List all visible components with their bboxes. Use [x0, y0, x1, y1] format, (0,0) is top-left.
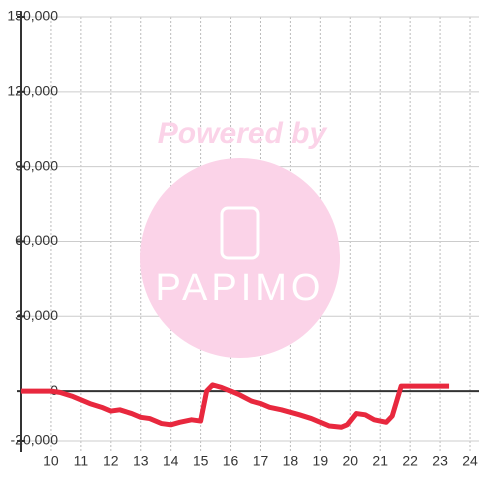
watermark-text: Powered by	[158, 117, 328, 150]
x-tick-label: 13	[133, 453, 149, 469]
x-tick-label: 21	[372, 453, 388, 469]
x-tick-label: 23	[432, 453, 448, 469]
x-tick-label: 22	[402, 453, 418, 469]
x-tick-label: 12	[103, 453, 119, 469]
x-tick-label: 19	[313, 453, 329, 469]
watermark-icon	[220, 206, 260, 260]
watermark-logo: PAPIMO	[156, 267, 325, 309]
watermark: Powered by PAPIMO	[140, 117, 340, 358]
y-tick-label: 150,000	[7, 8, 58, 24]
y-tick-label: -20,000	[11, 432, 59, 448]
x-tick-label: 16	[223, 453, 239, 469]
x-tick-label: 18	[283, 453, 299, 469]
x-tick-label: 10	[43, 453, 59, 469]
y-tick-label: 120,000	[7, 83, 58, 99]
x-tick-label: 15	[193, 453, 209, 469]
x-tick-label: 14	[163, 453, 179, 469]
y-tick-label: 60,000	[15, 232, 58, 248]
x-tick-label: 20	[342, 453, 358, 469]
x-tick-label: 24	[462, 453, 478, 469]
data-line	[21, 382, 450, 430]
y-tick-label: 90,000	[15, 157, 58, 173]
y-tick-label: 30,000	[15, 307, 58, 323]
x-tick-label: 11	[74, 453, 89, 469]
x-tick-label: 17	[253, 453, 269, 469]
